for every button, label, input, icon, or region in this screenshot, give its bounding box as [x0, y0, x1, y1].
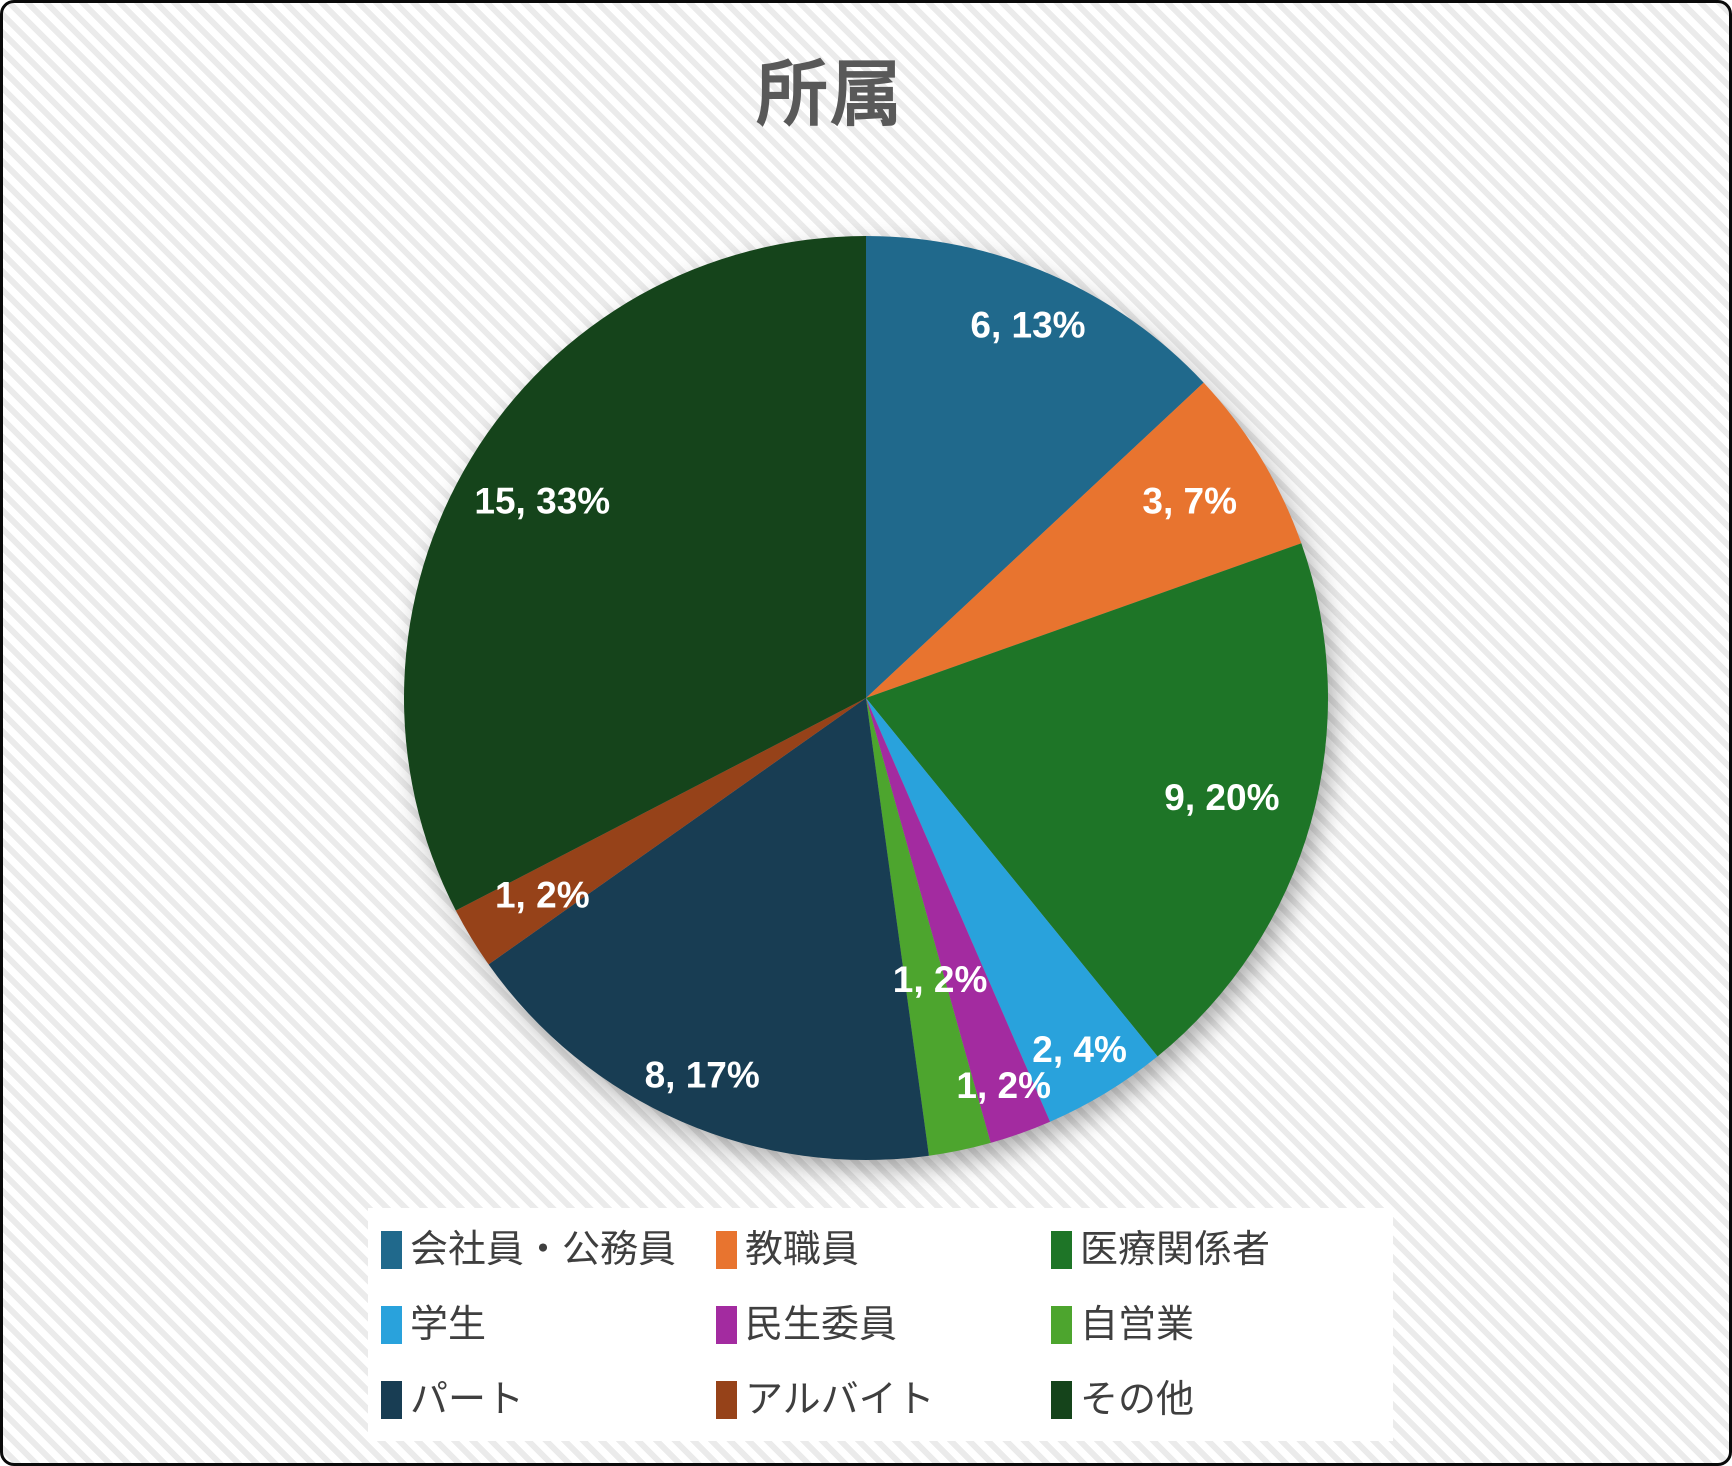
- legend-swatch-icon: [716, 1380, 737, 1419]
- legend-label: 自営業: [1080, 1303, 1195, 1346]
- legend-label: その他: [1080, 1378, 1195, 1421]
- legend-label: 医療関係者: [1080, 1228, 1271, 1271]
- legend-item-6[interactable]: 自営業: [1051, 1287, 1386, 1362]
- legend-swatch-icon: [716, 1230, 737, 1269]
- data-label-slice-6: 1, 2%: [893, 959, 988, 1000]
- legend-label: パート: [410, 1378, 525, 1421]
- data-label-slice-3: 9, 20%: [1164, 777, 1279, 818]
- pie-slice-7[interactable]: [488, 698, 929, 1161]
- legend-label: 学生: [410, 1303, 487, 1346]
- pie-slice-8[interactable]: [455, 698, 866, 965]
- legend-item-1[interactable]: 会社員・公務員: [381, 1212, 716, 1287]
- pie-slice-4[interactable]: [866, 698, 1158, 1122]
- legend-swatch-icon: [1051, 1380, 1072, 1419]
- data-label-slice-4: 2, 4%: [1032, 1029, 1127, 1070]
- data-label-slice-1: 6, 13%: [970, 305, 1085, 346]
- legend: 会社員・公務員 教職員 医療関係者学生 民生委員 自営業パート アルバイト その他: [368, 1208, 1393, 1441]
- legend-item-5[interactable]: 民生委員: [716, 1287, 1051, 1362]
- legend-label: 会社員・公務員: [410, 1228, 677, 1271]
- legend-grid: 会社員・公務員 教職員 医療関係者学生 民生委員 自営業パート アルバイト その他: [368, 1208, 1393, 1441]
- pie-slice-3[interactable]: [866, 543, 1328, 1057]
- legend-item-8[interactable]: アルバイト: [716, 1362, 1051, 1437]
- data-label-slice-9: 15, 33%: [474, 481, 610, 522]
- legend-label: 民生委員: [745, 1303, 898, 1346]
- legend-item-2[interactable]: 教職員: [716, 1212, 1051, 1287]
- legend-swatch-icon: [1051, 1230, 1072, 1269]
- legend-label: アルバイト: [745, 1378, 935, 1421]
- legend-item-4[interactable]: 学生: [381, 1287, 716, 1362]
- data-label-slice-2: 3, 7%: [1142, 481, 1237, 522]
- pie-slice-6[interactable]: [866, 698, 991, 1156]
- legend-swatch-icon: [716, 1305, 737, 1344]
- legend-swatch-icon: [381, 1380, 402, 1419]
- data-label-slice-5: 1, 2%: [956, 1065, 1051, 1106]
- legend-label: 教職員: [745, 1228, 860, 1271]
- data-label-slice-7: 8, 17%: [645, 1055, 760, 1096]
- legend-item-7[interactable]: パート: [381, 1362, 716, 1437]
- pie-slices: [404, 236, 1328, 1161]
- chart-title: 所属: [755, 55, 904, 135]
- pie-slice-9[interactable]: [404, 236, 866, 911]
- legend-swatch-icon: [381, 1230, 402, 1269]
- pie-slice-1[interactable]: [866, 236, 1204, 698]
- legend-swatch-icon: [1051, 1305, 1072, 1344]
- pie-chart: 6, 13%3, 7%9, 20%2, 4%1, 2%1, 2%8, 17%1,…: [404, 236, 1328, 1161]
- data-label-slice-8: 1, 2%: [495, 874, 590, 915]
- legend-item-9[interactable]: その他: [1051, 1362, 1386, 1437]
- legend-item-3[interactable]: 医療関係者: [1051, 1212, 1386, 1287]
- pie-slice-5[interactable]: [866, 698, 1051, 1143]
- pie-slice-2[interactable]: [866, 382, 1302, 698]
- legend-swatch-icon: [381, 1305, 402, 1344]
- pie-data-labels: 6, 13%3, 7%9, 20%2, 4%1, 2%1, 2%8, 17%1,…: [474, 305, 1279, 1106]
